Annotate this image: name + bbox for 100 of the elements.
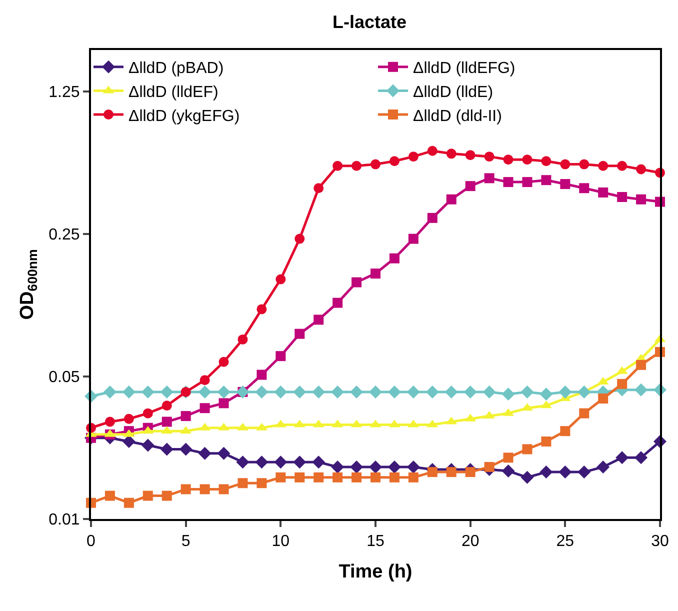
point [464, 385, 477, 398]
point [503, 154, 514, 165]
point [256, 478, 267, 488]
point [162, 416, 172, 427]
point [427, 467, 438, 478]
point [218, 356, 229, 367]
point [331, 460, 344, 474]
point [200, 403, 210, 414]
point [104, 490, 115, 501]
point [465, 150, 476, 160]
point [274, 385, 288, 398]
point [427, 146, 438, 156]
legend-label: ΔlldD (pBAD) [128, 60, 224, 78]
point [238, 334, 248, 344]
point [276, 274, 286, 284]
point [558, 466, 572, 479]
point [314, 314, 324, 325]
point [294, 234, 305, 244]
x-tick-label: 5 [181, 533, 190, 550]
point [294, 328, 305, 339]
x-tick-label: 0 [86, 533, 96, 550]
point [634, 383, 648, 396]
point [502, 388, 515, 401]
point [142, 408, 153, 418]
point [598, 160, 608, 171]
point [352, 277, 362, 288]
point [276, 351, 286, 362]
x-tick-label: 15 [366, 533, 384, 550]
legend-label: ΔlldD (lldEF) [128, 84, 218, 101]
point [503, 177, 514, 188]
x-tick-label: 20 [461, 533, 480, 550]
point [389, 472, 400, 482]
point [352, 160, 362, 171]
point [616, 451, 629, 464]
point [484, 462, 494, 472]
point [465, 467, 476, 478]
point [218, 398, 229, 408]
point [200, 484, 210, 494]
point [522, 154, 532, 165]
point [427, 212, 438, 223]
point [293, 456, 306, 469]
point [560, 426, 570, 436]
point [446, 194, 456, 204]
point [636, 164, 646, 174]
point [541, 175, 552, 186]
point [522, 177, 532, 188]
y-tick-label: 1.25 [48, 84, 80, 102]
point [579, 183, 590, 194]
point [444, 385, 458, 398]
point [314, 472, 324, 482]
x-tick-label: 30 [651, 533, 669, 550]
point [350, 460, 364, 474]
point [370, 159, 380, 170]
point [332, 160, 343, 171]
point [408, 152, 418, 162]
point [332, 298, 343, 308]
point [446, 467, 456, 478]
point [255, 385, 268, 398]
point [217, 385, 230, 398]
point [560, 179, 570, 190]
point [122, 435, 136, 448]
point [369, 385, 382, 398]
point [596, 460, 610, 474]
point [408, 234, 418, 244]
point [503, 452, 514, 463]
point [406, 460, 420, 474]
point [541, 156, 552, 166]
y-tick-label: 0.01 [48, 512, 80, 529]
point [617, 160, 628, 171]
point [160, 385, 174, 398]
x-tick-label: 10 [272, 533, 290, 550]
point [558, 385, 572, 398]
point [236, 456, 250, 469]
point [217, 446, 230, 460]
point [198, 446, 212, 460]
point [293, 385, 306, 398]
point [352, 472, 362, 482]
point [389, 156, 400, 166]
point [578, 385, 591, 398]
point [579, 408, 590, 418]
point [634, 451, 648, 464]
point [331, 385, 344, 398]
point [406, 385, 420, 398]
point [256, 370, 267, 380]
point [218, 484, 229, 494]
point [617, 192, 628, 202]
point [388, 385, 401, 398]
point [482, 385, 496, 398]
point [312, 385, 326, 398]
point [124, 414, 134, 424]
point [179, 442, 192, 456]
point [256, 304, 267, 314]
y-tick-label: 0.25 [48, 226, 80, 244]
point [636, 194, 646, 204]
point [180, 484, 191, 494]
point [484, 173, 494, 184]
point [520, 385, 534, 398]
point [541, 436, 552, 446]
point [162, 490, 172, 501]
legend-label: ΔlldD (lldE) [413, 84, 494, 101]
